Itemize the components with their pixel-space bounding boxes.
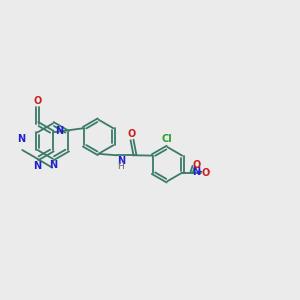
Text: +: +	[196, 169, 202, 175]
Text: N: N	[117, 157, 125, 166]
Text: ⁻: ⁻	[207, 169, 211, 178]
Text: O: O	[33, 96, 42, 106]
Text: N: N	[55, 126, 63, 136]
Text: Cl: Cl	[162, 134, 173, 144]
Text: N: N	[192, 167, 200, 177]
Text: N: N	[34, 161, 42, 171]
Text: O: O	[201, 168, 209, 178]
Text: H: H	[117, 162, 124, 171]
Text: N: N	[49, 160, 57, 170]
Text: N: N	[18, 134, 26, 143]
Text: O: O	[193, 160, 201, 170]
Text: O: O	[128, 128, 136, 139]
